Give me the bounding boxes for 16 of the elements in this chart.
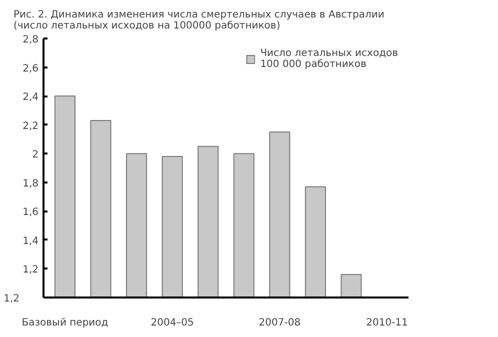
y-tick-label: 1,6 — [22, 207, 39, 218]
x-tick-label: 2010-11 — [366, 318, 408, 328]
y-tick-label: 2,6 — [22, 63, 39, 74]
text: 1,2 — [4, 294, 20, 304]
y-tick-label: 2 — [32, 150, 39, 161]
y-tick-label: 1,2 — [22, 264, 39, 276]
x-tick-label: Базовый период — [22, 318, 108, 328]
x-tick-label: 2007-08 — [258, 318, 301, 328]
y-tick-label: 1,4 — [22, 236, 39, 247]
chart-title: Рис. 2. Динамика изменения числа смертельных случаев в Австралии (число летальных исходов на 100000 работников) — [14, 10, 384, 32]
y-tick-label: 2,8 — [22, 34, 39, 46]
y-tick-label: 2,2 — [22, 120, 39, 132]
y-tick-label: 1,8 — [22, 178, 39, 190]
legend-label: Число летальных исходов 100 000 работников — [260, 48, 398, 70]
x-tick-label: 2004–05 — [150, 318, 194, 328]
y-tick-label: 2,4 — [22, 92, 39, 104]
